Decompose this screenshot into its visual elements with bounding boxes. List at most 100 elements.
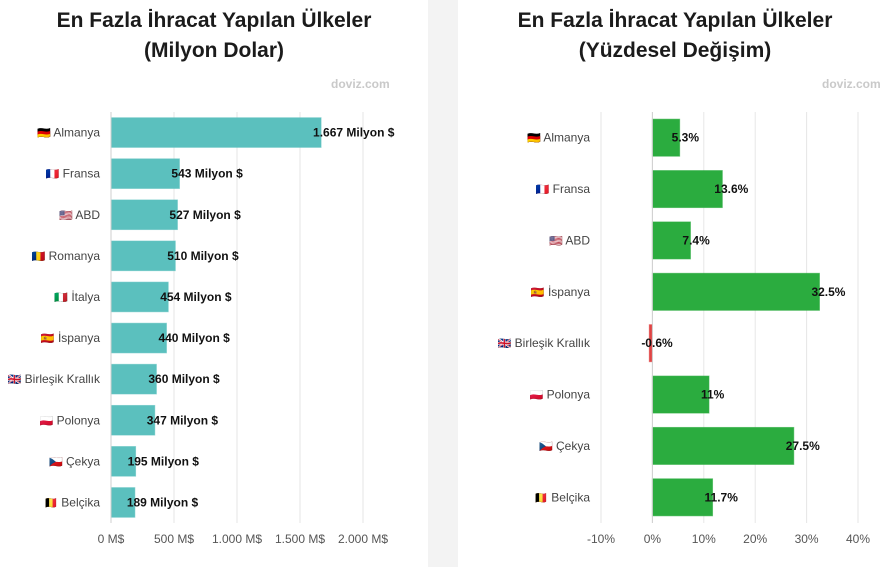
category-label: 🇩🇪 Almanya [37,126,100,140]
right-chart-panel: En Fazla İhracat Yapılan Ülkeler (Yüzdes… [458,0,892,567]
country-name: ABD [73,208,101,222]
flag-icon: 🇫🇷 [536,183,550,196]
bar-İtalya[interactable] [110,281,169,313]
data-label: 527 Milyon $ [169,208,241,222]
data-label: 7.4% [682,233,710,247]
flag-icon: 🇺🇸 [59,209,73,222]
flag-icon: 🇫🇷 [46,168,60,181]
country-name: Belçika [548,490,590,504]
country-name: İspanya [55,331,101,345]
country-name: Fransa [59,167,100,181]
flag-icon: 🇬🇧 [8,373,22,386]
right-chart-credit[interactable]: doviz.com [822,77,881,91]
country-name: Belçika [58,495,100,509]
category-label: 🇵🇱 Polonya [40,413,101,427]
data-label: 510 Milyon $ [167,249,239,263]
data-label: 189 Milyon $ [127,495,199,509]
country-name: Çekya [553,439,591,453]
flag-icon: 🇮🇹 [54,291,68,304]
data-label: 11% [701,388,725,402]
data-label: 11.7% [705,490,739,504]
flag-icon: 🇨🇿 [539,440,553,453]
category-label: 🇺🇸 ABD [59,208,100,222]
tick-label: 10% [692,532,716,546]
category-label: 🇺🇸 ABD [549,233,590,247]
tick-label: 30% [795,532,819,546]
data-label: 454 Milyon $ [160,290,232,304]
data-label: 440 Milyon $ [158,331,230,345]
data-label: 5.3% [672,131,700,145]
flag-icon: 🇧🇪 [44,496,58,509]
flag-icon: 🇪🇸 [41,332,55,345]
category-label: 🇬🇧 Birleşik Krallık [8,372,101,386]
category-label: 🇷🇴 Romanya [32,249,101,263]
bar-Belçika[interactable] [651,478,714,517]
right-chart-title: En Fazla İhracat Yapılan Ülkeler [517,9,833,32]
left-bar-chart: 1.667 Milyon $ 🇩🇪 Almanya 543 Milyon $ 🇫🇷 F… [8,112,395,546]
tick-label: 500 M$ [154,532,194,546]
flag-icon: 🇧🇪 [534,491,548,504]
flag-icon: 🇵🇱 [40,414,54,427]
category-label: 🇨🇿 Çekya [49,454,100,468]
country-name: Çekya [63,454,101,468]
data-label: 360 Milyon $ [148,372,220,386]
left-chart-panel: En Fazla İhracat Yapılan Ülkeler (Milyon… [0,0,428,567]
country-name: Fransa [549,182,590,196]
flag-icon: 🇷🇴 [32,250,46,263]
bar-Romanya[interactable] [110,240,176,272]
tick-label: 40% [846,532,870,546]
bar-Fransa[interactable] [110,158,180,189]
category-label: 🇧🇪 Belçika [44,495,100,509]
bar-Fransa[interactable] [651,170,723,209]
bar-İspanya[interactable] [651,272,820,311]
category-label: 🇫🇷 Fransa [46,167,101,181]
tick-label: 2.000 M$ [338,532,388,546]
right-chart-subtitle: (Yüzdesel Değişim) [578,39,772,62]
country-name: İtalya [68,290,100,304]
data-label: 32.5% [811,285,845,299]
tick-label: 20% [743,532,767,546]
flag-icon: 🇪🇸 [531,286,545,299]
flag-icon: 🇺🇸 [549,234,563,247]
country-name: Polonya [543,388,590,402]
flag-icon: 🇬🇧 [498,337,512,350]
left-chart-credit[interactable]: doviz.com [331,77,390,91]
category-label: 🇪🇸 İspanya [531,285,590,299]
category-label: 🇮🇹 İtalya [54,290,100,304]
tick-label: 0 M$ [98,532,125,546]
flag-icon: 🇨🇿 [49,455,63,468]
category-label: 🇩🇪 Almanya [527,131,590,145]
tick-label: 1.000 M$ [212,532,262,546]
left-chart-title: En Fazla İhracat Yapılan Ülkeler [56,9,372,32]
data-label: 195 Milyon $ [128,454,200,468]
country-name: Polonya [53,413,100,427]
data-label: 1.667 Milyon $ [313,126,395,140]
category-label: 🇵🇱 Polonya [530,388,591,402]
country-name: İspanya [545,285,591,299]
country-name: Birleşik Krallık [21,372,101,386]
category-label: 🇨🇿 Çekya [539,439,590,453]
flag-icon: 🇩🇪 [527,132,541,145]
country-name: Romanya [45,249,100,263]
data-label: -0.6% [641,336,673,350]
right-bar-chart: 5.3% 🇩🇪 Almanya 13.6% 🇫🇷 Fransa 7.4% 🇺🇸 ABD 32… [498,112,870,546]
category-label: 🇫🇷 Fransa [536,182,591,196]
flag-icon: 🇵🇱 [530,389,544,402]
tick-label: 0% [644,532,662,546]
left-chart-subtitle: (Milyon Dolar) [144,39,284,62]
bar-Almanya[interactable] [651,118,681,157]
category-label: 🇪🇸 İspanya [41,331,100,345]
category-label: 🇧🇪 Belçika [534,490,590,504]
tick-label: -10% [587,532,615,546]
category-label: 🇬🇧 Birleşik Krallık [498,336,591,350]
bar-Almanya[interactable] [110,117,322,148]
bar-ABD[interactable] [651,221,691,260]
country-name: Almanya [541,131,591,145]
flag-icon: 🇩🇪 [37,127,51,140]
bar-Çekya[interactable] [651,426,795,465]
bar-ABD[interactable] [110,199,178,231]
country-name: Almanya [51,126,101,140]
tick-label: 1.500 M$ [275,532,325,546]
data-label: 347 Milyon $ [147,413,219,427]
data-label: 543 Milyon $ [171,167,243,181]
